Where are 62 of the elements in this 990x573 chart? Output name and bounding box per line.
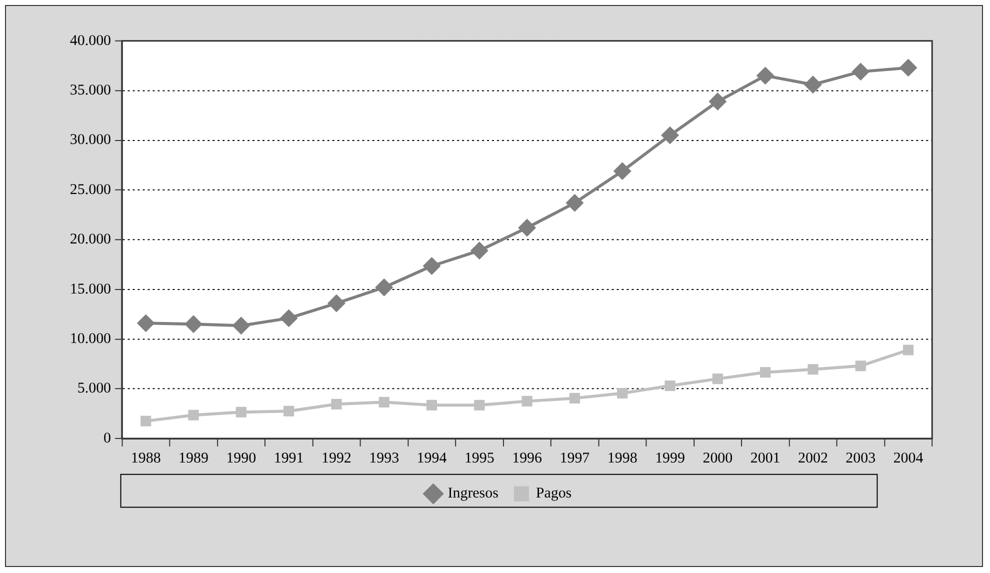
point — [136, 314, 155, 332]
y-tick-label: 0 — [104, 430, 112, 446]
point — [426, 400, 438, 410]
legend-label: Ingresos — [448, 486, 499, 502]
point — [902, 344, 914, 356]
point — [712, 374, 723, 384]
point — [522, 396, 532, 406]
point — [855, 360, 866, 372]
x-tick-label: 1991 — [274, 450, 304, 466]
point — [378, 396, 390, 408]
x-tick-label: 1998 — [607, 450, 638, 466]
point — [617, 388, 628, 399]
point — [284, 406, 294, 416]
point — [569, 392, 580, 404]
y-tick-label: 20.000 — [70, 232, 112, 248]
y-tick-label: 15.000 — [70, 281, 112, 298]
point — [808, 364, 818, 375]
y-tick-label: 30.000 — [70, 132, 112, 148]
point — [280, 309, 298, 328]
point — [232, 316, 250, 335]
y-tick-label: 10.000 — [70, 330, 112, 347]
point — [804, 76, 822, 94]
point — [661, 126, 679, 144]
x-tick-label: 1995 — [464, 450, 494, 466]
point — [899, 58, 918, 77]
point — [708, 92, 727, 110]
point — [474, 400, 485, 410]
point — [518, 218, 536, 237]
point — [140, 416, 152, 426]
point — [236, 406, 246, 418]
x-tick-label: 1994 — [416, 450, 448, 466]
point — [331, 398, 342, 410]
point — [613, 162, 632, 180]
x-tick-label: 1996 — [512, 450, 543, 466]
point — [756, 66, 774, 85]
x-tick-label: 1992 — [322, 450, 352, 466]
y-tick-label: 35.000 — [70, 82, 112, 98]
point — [760, 367, 771, 378]
point — [327, 294, 346, 312]
legend-label: Pagos — [536, 486, 572, 502]
x-tick-label: 2002 — [798, 450, 828, 466]
x-tick-label: 1988 — [130, 450, 161, 466]
x-tick-label: 2001 — [750, 450, 780, 466]
x-tick-label: 1989 — [178, 450, 208, 466]
point — [188, 410, 199, 420]
x-tick-label: 1999 — [655, 450, 685, 466]
y-tick-label: 5.000 — [77, 380, 112, 397]
x-tick-label: 1993 — [369, 450, 400, 466]
x-tick-label: 2004 — [893, 450, 924, 466]
x-tick-label: 1997 — [560, 450, 590, 466]
point — [664, 380, 676, 392]
point — [470, 242, 488, 260]
point — [375, 278, 394, 296]
x-tick-label: 2003 — [846, 450, 876, 466]
x-tick-label: 2000 — [702, 450, 733, 466]
point — [184, 315, 202, 334]
point — [852, 62, 870, 81]
point — [566, 194, 584, 212]
y-tick-label: 40.000 — [70, 32, 112, 49]
y-tick-label: 25.000 — [70, 182, 112, 198]
x-tick-label: 1990 — [226, 450, 256, 466]
point — [422, 257, 441, 275]
